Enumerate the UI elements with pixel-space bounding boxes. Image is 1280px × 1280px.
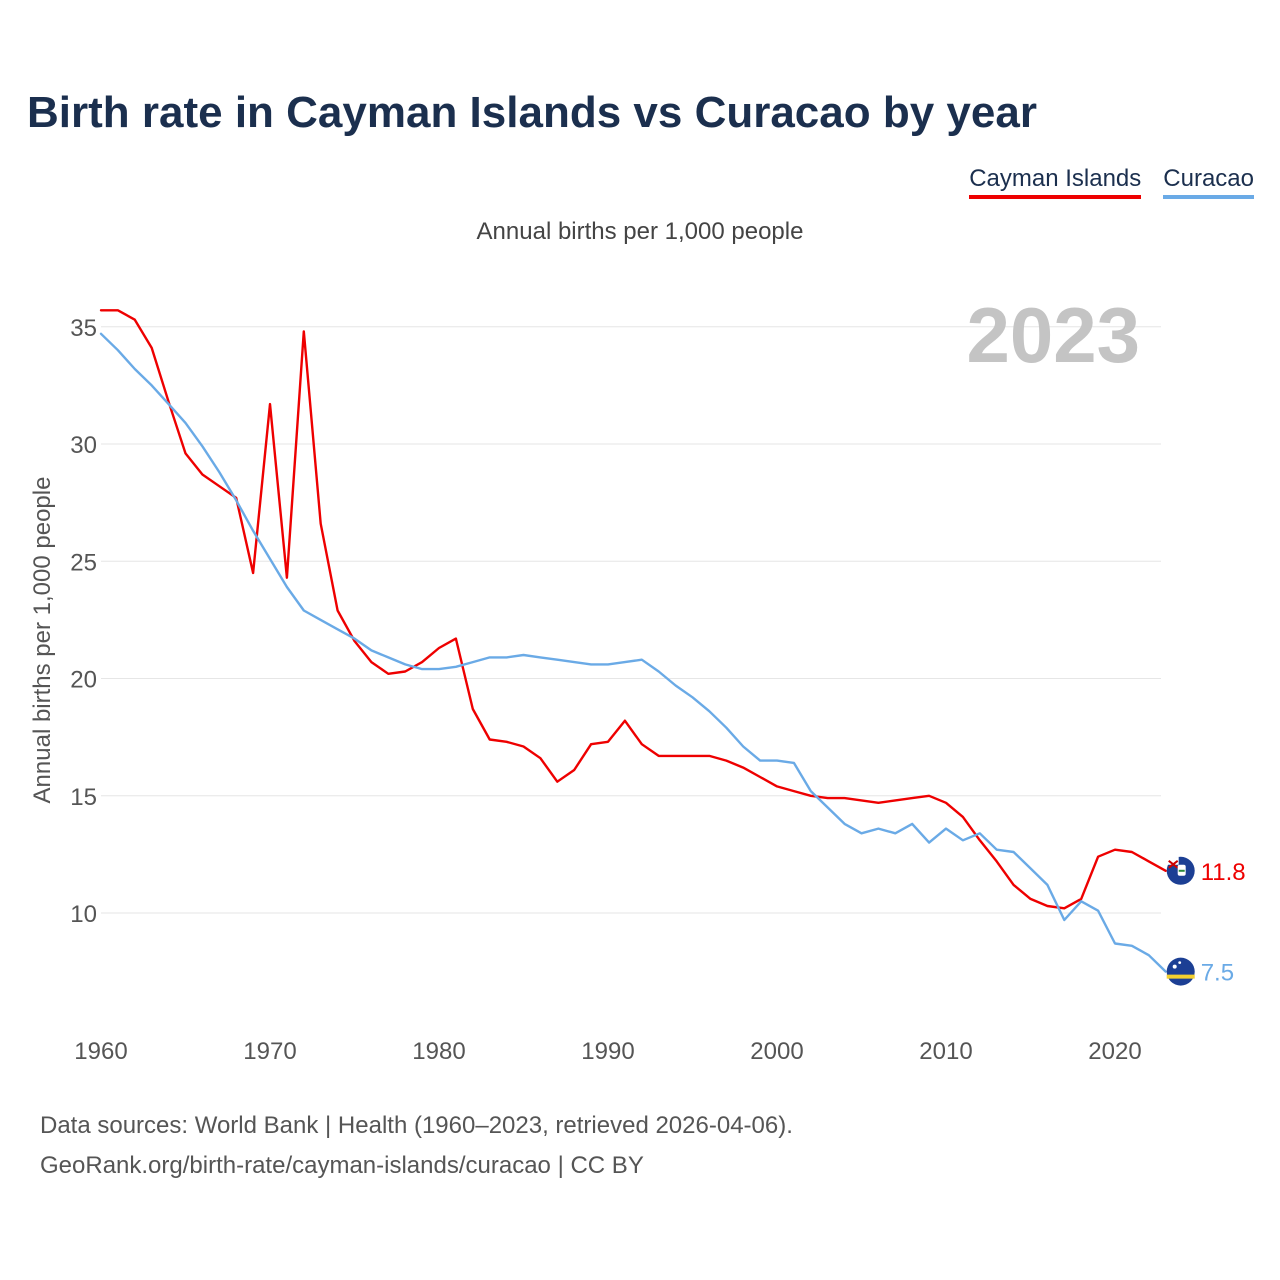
x-tick-label-2000: 2000 [750, 1038, 803, 1065]
series-line-cayman-islands [99, 309, 1167, 910]
x-tick-label-1980: 1980 [412, 1038, 465, 1065]
footer-attribution[interactable]: GeoRank.org/birth-rate/cayman-islands/cu… [40, 1152, 644, 1179]
series-line-curacao [99, 332, 1167, 973]
y-tick-label-15: 15 [70, 784, 97, 811]
chart-title: Birth rate in Cayman Islands vs Curacao … [27, 88, 1037, 137]
legend: Cayman Islands Curacao [969, 165, 1254, 199]
x-tick-labels: 1960 1970 1980 1990 2000 2010 2020 [74, 1038, 1141, 1065]
y-tick-labels: 10 15 20 25 30 35 [70, 315, 97, 928]
x-tick-label-2010: 2010 [919, 1038, 972, 1065]
year-badge: 2023 [966, 291, 1140, 379]
y-tick-label-20: 20 [70, 667, 97, 694]
legend-item-cayman-islands[interactable]: Cayman Islands [969, 165, 1142, 199]
series-lines [99, 309, 1167, 973]
end-value-label-curacao: 7.5 [1201, 960, 1234, 987]
chart-subtitle: Annual births per 1,000 people [476, 218, 804, 245]
x-tick-label-2020: 2020 [1088, 1038, 1141, 1065]
curacao-flag-icon [1166, 957, 1195, 986]
legend-item-curacao[interactable]: Curacao [1163, 165, 1254, 199]
y-axis-label: Annual births per 1,000 people [29, 477, 56, 804]
x-tick-label-1960: 1960 [74, 1038, 127, 1065]
y-tick-label-35: 35 [70, 315, 97, 342]
y-tick-label-25: 25 [70, 549, 97, 576]
cayman-islands-flag-icon [1166, 856, 1195, 885]
gridlines [101, 326, 1161, 914]
footer: Data sources: World Bank | Health (1960–… [40, 1106, 793, 1186]
x-tick-label-1990: 1990 [581, 1038, 634, 1065]
x-tick-label-1970: 1970 [243, 1038, 296, 1065]
end-markers: 11.8 7.5 [1166, 856, 1246, 987]
y-tick-label-30: 30 [70, 432, 97, 459]
footer-sources: Data sources: World Bank | Health (1960–… [40, 1112, 793, 1139]
end-value-label-cayman-islands: 11.8 [1201, 859, 1246, 886]
y-tick-label-10: 10 [70, 901, 97, 928]
